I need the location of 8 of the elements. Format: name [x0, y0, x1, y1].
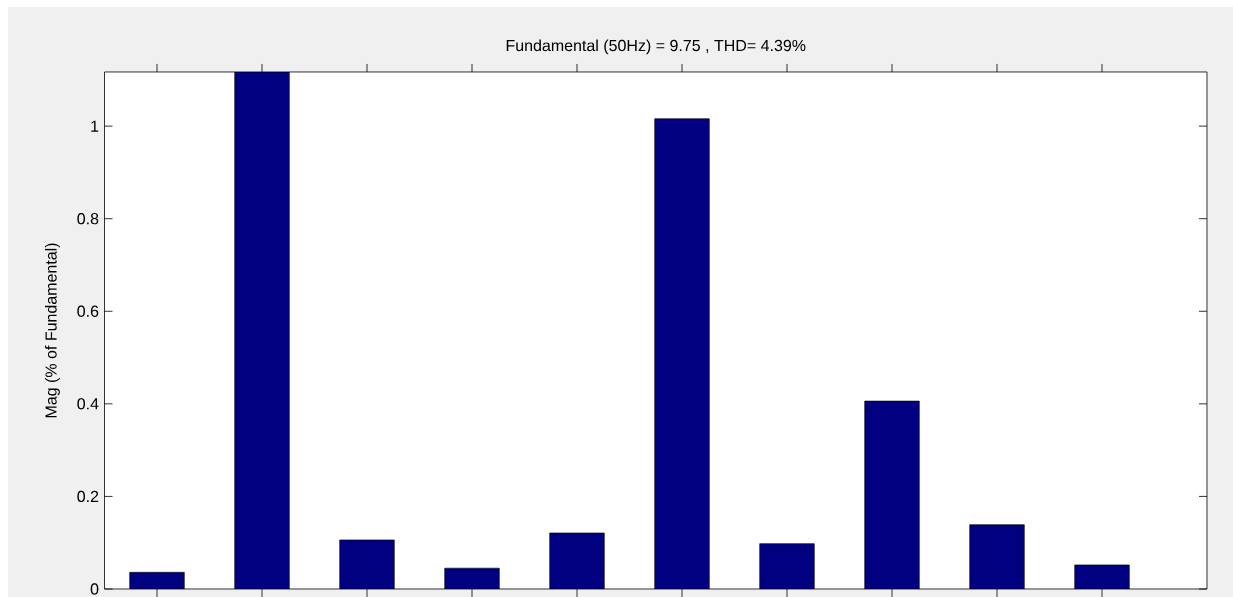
y-tick-label: 0.2	[77, 490, 99, 503]
y-tick-label: 0.6	[77, 305, 99, 317]
y-tick-label: 0.4	[77, 398, 99, 410]
chart-title: Fundamental (50Hz) = 9.75 , THD= 4.39%	[506, 39, 806, 55]
y-tick-label: 0	[90, 583, 99, 595]
y-axis-title: Mag (% of Fundamental)	[44, 243, 60, 418]
y-tick-label: 1	[91, 120, 99, 132]
y-tick-label: 0.8	[77, 213, 99, 225]
